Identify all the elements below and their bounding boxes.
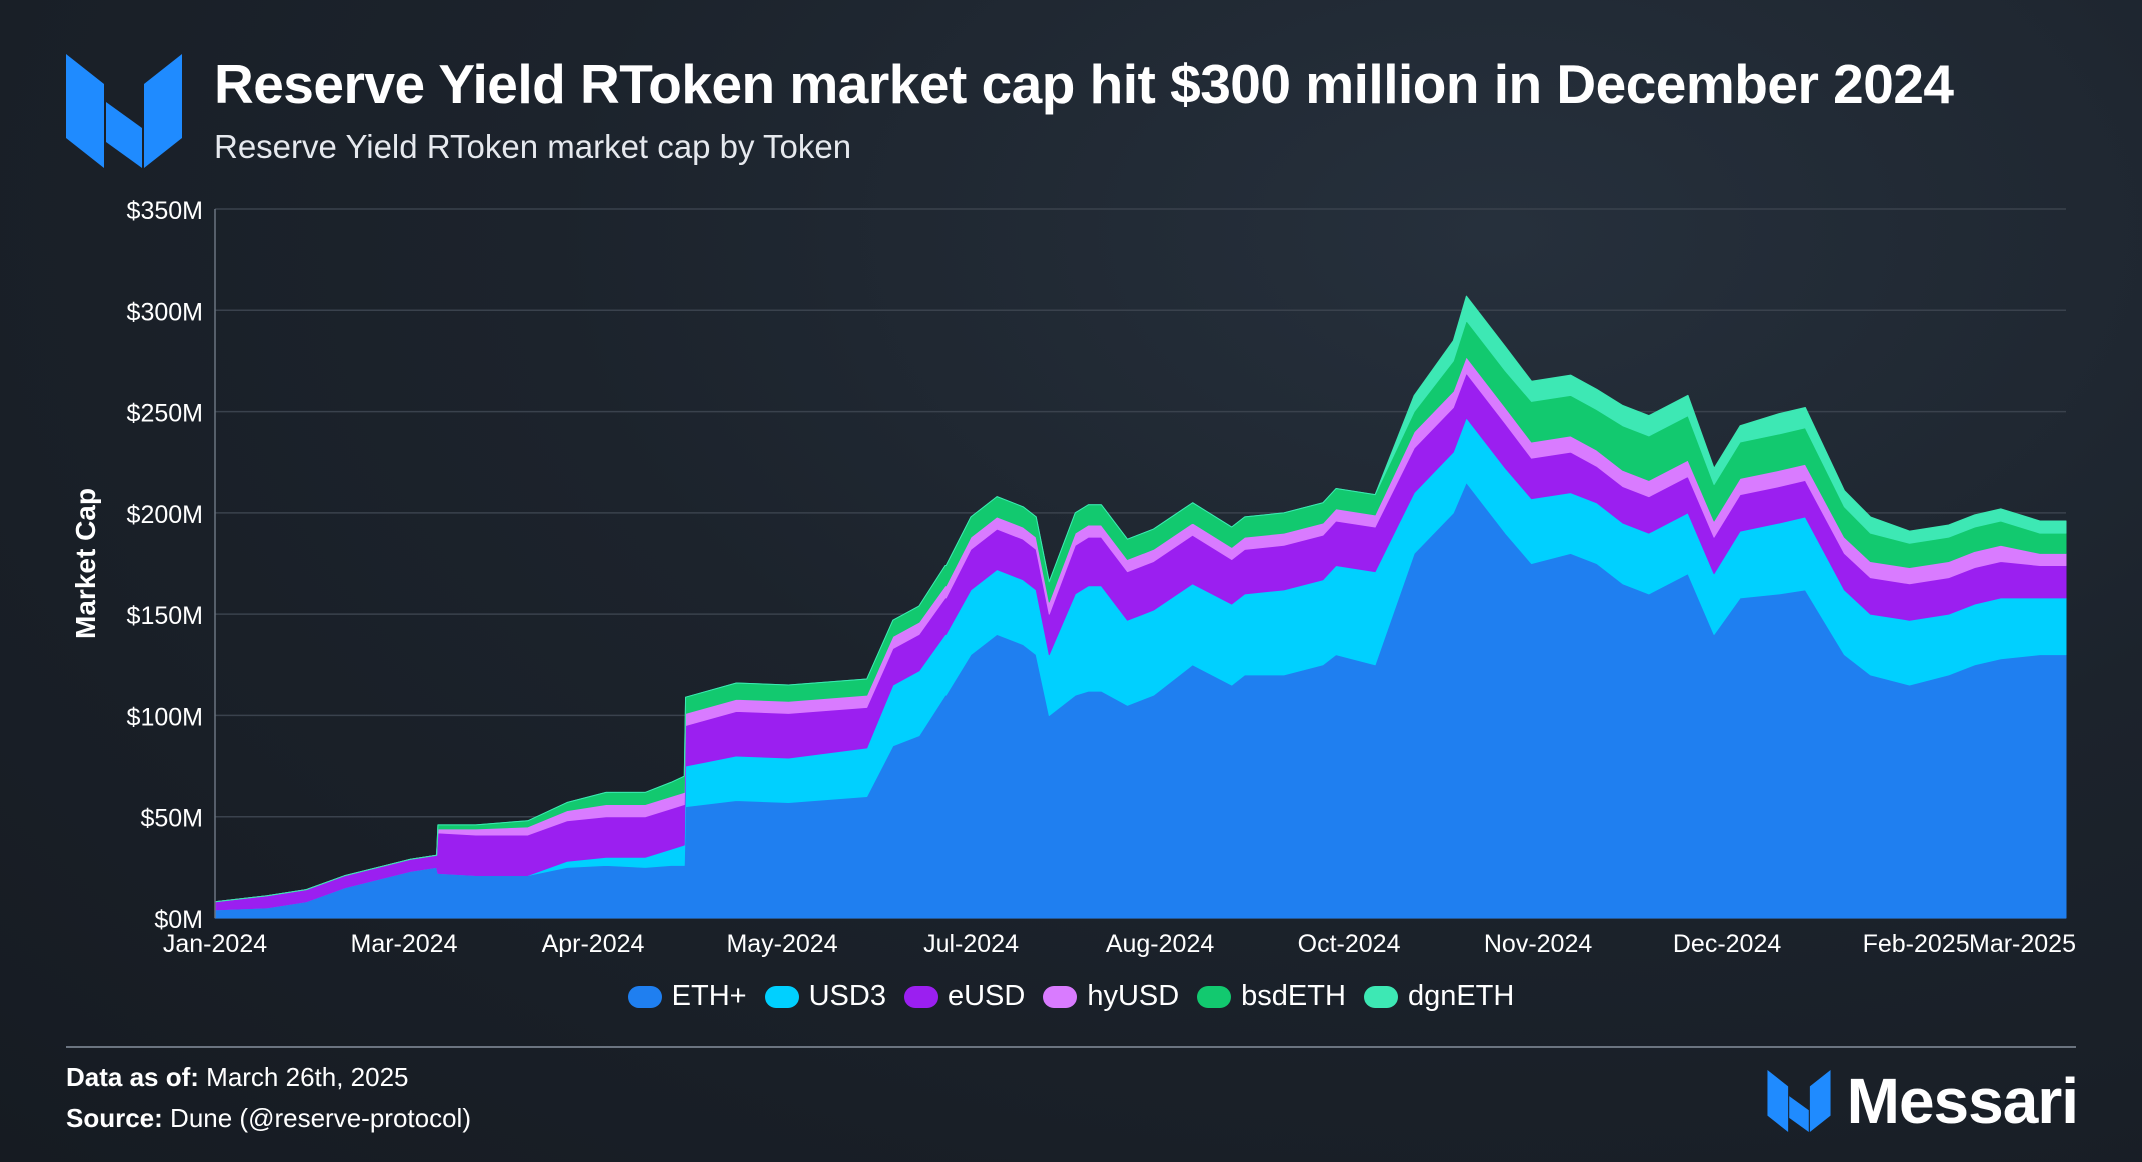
legend-swatch (1043, 985, 1078, 1008)
x-tick-label: Mar-2024 (351, 930, 458, 958)
source-line: Source: Dune (@reserve-protocol) (66, 1103, 471, 1134)
x-tick-label: Nov-2024 (1484, 930, 1592, 958)
legend-item: dgnETH (1363, 980, 1515, 1013)
y-tick-label: $150M (127, 602, 203, 630)
data-as-of-label: Data as of: (66, 1062, 199, 1092)
x-tick-label: Aug-2024 (1106, 930, 1215, 958)
messari-brand-icon (1767, 1070, 1831, 1132)
chart-legend: ETH+ USD3 eUSD hyUSD bsdETH dgnETH (0, 980, 2142, 1013)
legend-swatch (764, 985, 799, 1008)
area-series-dgneth (214, 295, 2067, 903)
x-tick-label: May-2024 (726, 930, 837, 958)
source-value: Dune (@reserve-protocol) (170, 1103, 471, 1133)
brand-name: Messari (1846, 1065, 2079, 1137)
legend-item: hyUSD (1043, 980, 1179, 1013)
y-tick-label: $100M (127, 703, 203, 731)
legend-item: bsdETH (1197, 980, 1346, 1013)
x-tick-label: Jan-2024 (163, 930, 267, 958)
legend-swatch (903, 985, 938, 1008)
x-tick-label: Jul-2024 (923, 930, 1019, 958)
legend-swatch (1197, 985, 1232, 1008)
legend-item: eUSD (903, 980, 1026, 1013)
legend-label: hyUSD (1087, 980, 1180, 1012)
y-tick-label: $200M (127, 501, 203, 529)
y-tick-label: $300M (127, 298, 203, 326)
x-tick-label: Oct-2024 (1298, 930, 1401, 958)
page-subtitle: Reserve Yield RToken market cap by Token (214, 128, 852, 165)
y-tick-label: $50M (140, 805, 203, 833)
x-tick-label: Feb-2025 (1863, 930, 1970, 958)
data-as-of-value: March 26th, 2025 (206, 1062, 409, 1092)
brand-block: Messari (1767, 1064, 2079, 1138)
legend-label: USD3 (808, 980, 886, 1012)
y-axis-title: Market Cap (70, 488, 101, 639)
legend-swatch (1363, 985, 1398, 1008)
legend-item: USD3 (764, 980, 886, 1013)
y-tick-label: $350M (127, 197, 203, 225)
legend-label: ETH+ (671, 980, 747, 1012)
source-label: Source: (66, 1103, 163, 1133)
footer-divider (66, 1046, 2076, 1048)
x-tick-label: Mar-2025 (1969, 930, 2076, 958)
y-tick-label: $250M (127, 400, 203, 428)
legend-label: bsdETH (1241, 980, 1346, 1012)
legend-label: eUSD (947, 980, 1026, 1012)
legend-swatch (627, 985, 662, 1008)
legend-label: dgnETH (1407, 980, 1515, 1012)
page-title: Reserve Yield RToken market cap hit $300… (214, 53, 1954, 115)
y-tick-label: $0M (154, 906, 203, 934)
messari-logo-icon (66, 54, 182, 168)
stacked-area-chart: $0M $50M $100M $150M $200M $250M $300M $350M Mar… (70, 197, 2076, 958)
data-as-of: Data as of: March 26th, 2025 (66, 1062, 409, 1093)
x-tick-label: Dec-2024 (1673, 930, 1781, 958)
x-tick-label: Apr-2024 (542, 930, 645, 958)
legend-item: ETH+ (627, 980, 747, 1013)
